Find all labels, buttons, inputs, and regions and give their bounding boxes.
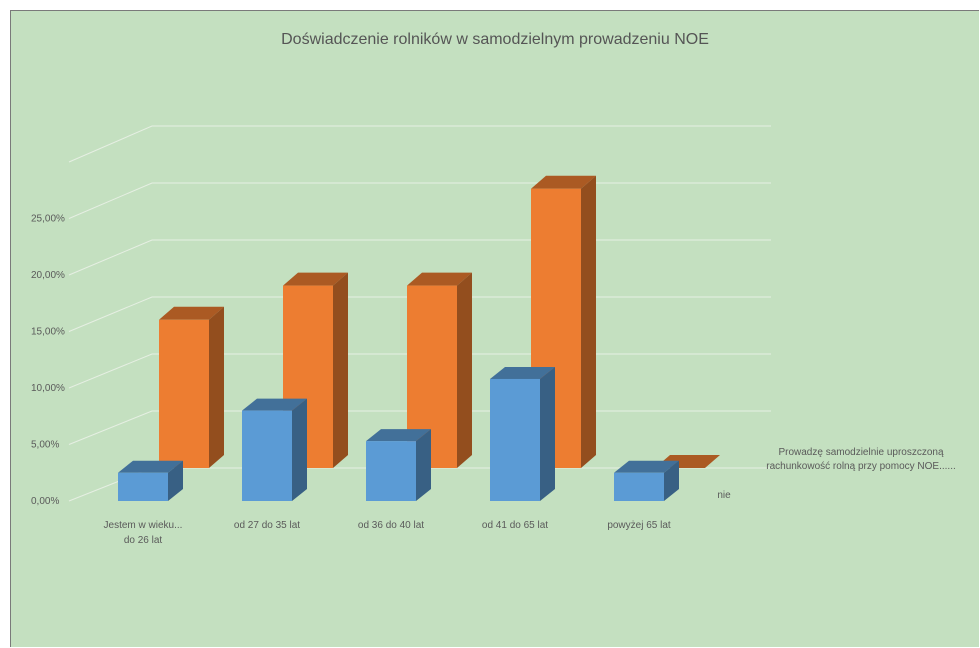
y-tick-label: 5,00% [31, 440, 59, 451]
y-tick-label: 20,00% [31, 270, 65, 281]
x-tick-label: od 36 do 40 lat [358, 520, 424, 531]
bar-back-side [581, 175, 596, 468]
bar-front-side [416, 429, 431, 501]
bar-front [490, 378, 540, 501]
x-tick-label: od 41 do 65 lat [482, 520, 548, 531]
gridline [68, 125, 771, 163]
bar-front-side [664, 460, 679, 501]
y-tick-label: 0,00% [31, 496, 59, 507]
x-tick-label: od 27 do 35 lat [234, 520, 300, 531]
chart-plot: 0,00% 5,00% 10,00% 15,00% 20,00% 25,00% Jestem… [31, 125, 956, 546]
bar-back-side [333, 272, 348, 468]
bar-back-top [407, 272, 472, 286]
bar-back-top [283, 272, 348, 286]
chart-area: Doświadczenie rolników w samodzielnym pr… [10, 10, 979, 647]
bar-front-top [366, 429, 431, 442]
bar-front [242, 410, 292, 501]
bar-front [614, 472, 664, 501]
x-tick-label: Jestem w wieku... [104, 520, 183, 531]
series-label-back: Prowadzę samodzielnie uproszczoną [778, 447, 944, 458]
y-tick-label: 10,00% [31, 383, 65, 394]
bar-front [366, 441, 416, 501]
series-label-back: rachunkowość rolną przy pomocy NOE...... [766, 461, 956, 472]
gridline [68, 239, 771, 276]
bar-back-top [531, 175, 596, 189]
bar-back [159, 319, 209, 468]
bar-back-side [457, 272, 472, 468]
x-tick-label: do 26 lat [124, 535, 163, 546]
bar-front [118, 472, 168, 501]
bar-back-top [159, 306, 224, 320]
series-label-front: nie [717, 490, 731, 501]
bar-back-side [209, 306, 224, 468]
bar-front-top [242, 398, 307, 411]
gridline [68, 182, 771, 219]
bar-front-top [118, 460, 183, 473]
bar-front-side [540, 366, 555, 501]
bar-front-top [614, 460, 679, 473]
bar-front-side [168, 460, 183, 501]
chart-title: Doświadczenie rolników w samodzielnym pr… [281, 31, 709, 48]
bar-front-top [490, 366, 555, 379]
x-tick-label: powyżej 65 lat [607, 520, 671, 531]
y-tick-label: 15,00% [31, 327, 65, 338]
y-tick-label: 25,00% [31, 214, 65, 225]
bar-front-side [292, 398, 307, 501]
